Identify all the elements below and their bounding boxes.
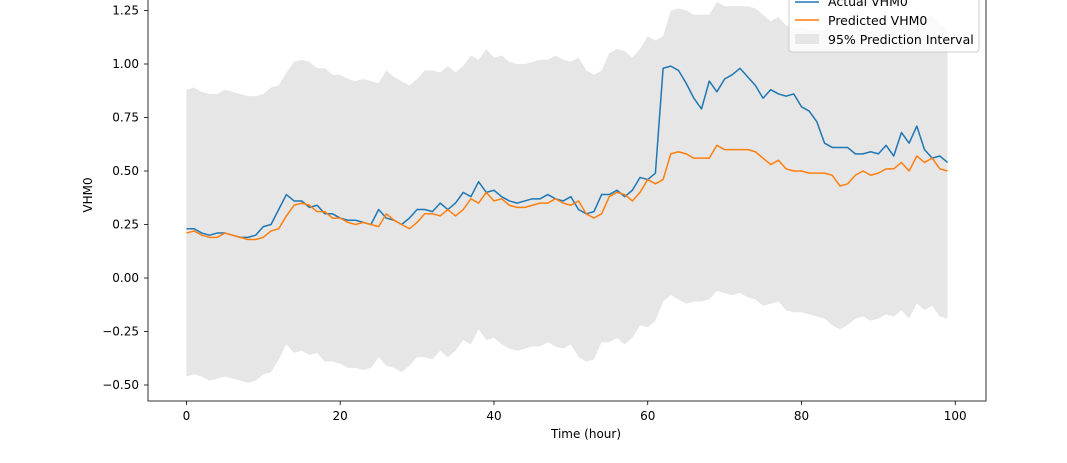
y-tick-label: 0.50 xyxy=(112,164,139,178)
x-tick-label: 20 xyxy=(333,409,348,423)
y-axis-label: VHM0 xyxy=(81,177,95,212)
y-tick-label: 1.00 xyxy=(112,57,139,71)
legend-predicted-label: Predicted VHM0 xyxy=(828,13,927,28)
x-tick-label: 60 xyxy=(640,409,655,423)
legend-interval-swatch xyxy=(795,34,819,44)
y-tick-label: 1.25 xyxy=(112,4,139,18)
y-tick-label: 0.00 xyxy=(112,271,139,285)
y-tick-label: 0.75 xyxy=(112,111,139,125)
x-tick-label: 0 xyxy=(183,409,191,423)
legend-interval-label: 95% Prediction Interval xyxy=(828,32,974,47)
prediction-interval-band xyxy=(186,1,948,383)
x-axis: 0 20 40 60 80 100 xyxy=(183,401,967,423)
y-tick-label: −0.25 xyxy=(102,325,139,339)
legend: Actual VHM0 Predicted VHM0 95% Predictio… xyxy=(788,0,980,53)
x-tick-label: 80 xyxy=(794,409,809,423)
predicted-vhm0-line xyxy=(186,144,948,241)
x-tick-label: 100 xyxy=(944,409,967,423)
y-tick-label: −0.50 xyxy=(102,378,139,392)
x-axis-label: Time (hour) xyxy=(550,427,621,441)
actual-vhm0-line xyxy=(186,65,949,239)
plot-area xyxy=(186,1,949,383)
legend-actual-label: Actual VHM0 xyxy=(828,0,908,9)
x-tick-label: 40 xyxy=(486,409,501,423)
y-axis: −0.50 −0.25 0.00 0.25 0.50 0.75 1.00 1.25 xyxy=(102,4,148,392)
plot-frame xyxy=(147,0,987,402)
legend-frame xyxy=(788,0,980,53)
y-tick-label: 0.25 xyxy=(112,218,139,232)
